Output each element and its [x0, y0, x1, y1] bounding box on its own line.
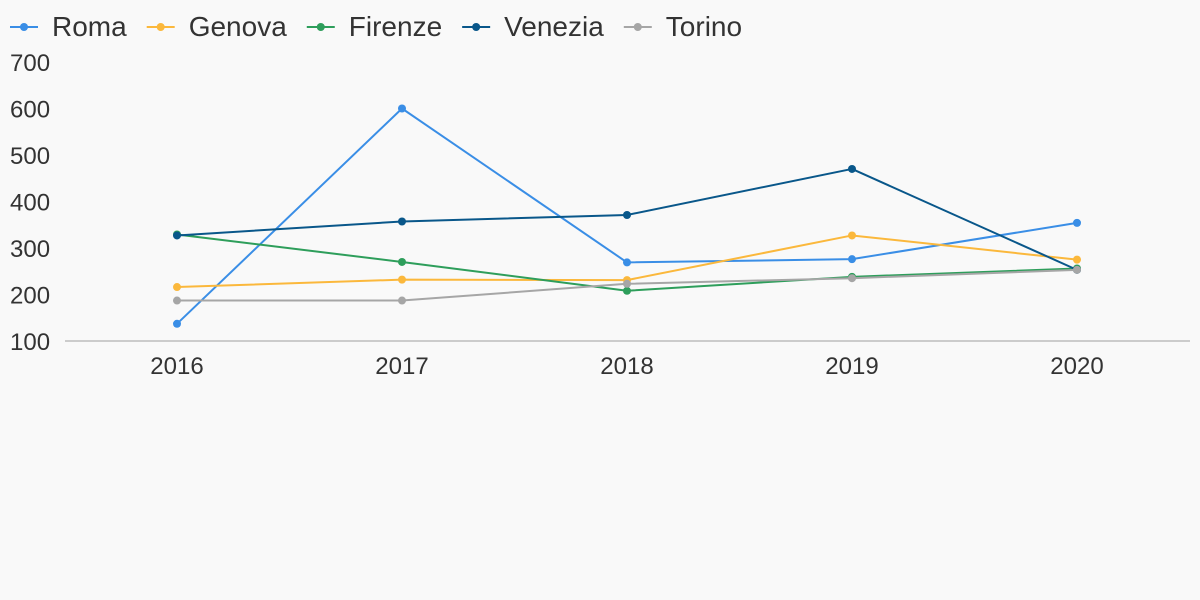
y-tick-label: 400 [10, 190, 50, 217]
x-tick-label: 2019 [825, 353, 878, 380]
data-point-roma[interactable] [173, 319, 181, 328]
data-point-genova[interactable] [1073, 255, 1081, 264]
legend-item-firenze[interactable]: Firenze [306, 11, 442, 42]
x-tick-label: 2018 [600, 353, 653, 380]
legend-label: Genova [189, 11, 287, 42]
y-tick-label: 700 [10, 50, 50, 77]
data-point-torino[interactable] [1073, 265, 1081, 274]
data-point-firenze[interactable] [398, 257, 406, 266]
legend-label: Torino [666, 11, 742, 42]
legend-item-roma[interactable]: Roma [10, 11, 127, 42]
data-point-torino[interactable] [848, 274, 856, 283]
legend-label: Firenze [349, 11, 442, 42]
legend-label: Roma [52, 11, 127, 42]
data-point-firenze[interactable] [623, 286, 631, 295]
y-tick-label: 200 [10, 283, 50, 310]
data-point-genova[interactable] [398, 275, 406, 284]
legend-swatch-marker [633, 23, 642, 31]
y-tick-label: 500 [10, 143, 50, 170]
data-point-roma[interactable] [398, 104, 406, 113]
x-axis: 2016 2017 2018 2019 2020 [150, 353, 1103, 380]
data-point-roma[interactable] [1073, 218, 1081, 227]
legend-swatch-marker [156, 23, 165, 31]
data-point-venezia[interactable] [848, 164, 856, 173]
data-point-roma[interactable] [848, 255, 856, 264]
data-point-roma[interactable] [623, 258, 631, 267]
series-layer [173, 104, 1081, 328]
series-venezia [173, 164, 1081, 274]
legend-item-torino[interactable]: Torino [623, 11, 742, 42]
legend-item-genova[interactable]: Genova [146, 11, 287, 42]
y-tick-label: 600 [10, 97, 50, 124]
x-tick-label: 2020 [1050, 353, 1103, 380]
legend-label: Venezia [504, 11, 604, 42]
series-torino [173, 265, 1081, 305]
data-point-venezia[interactable] [173, 231, 181, 240]
data-point-venezia[interactable] [398, 217, 406, 226]
y-axis: 700 600 500 400 300 200 100 [10, 50, 50, 356]
y-tick-label: 300 [10, 236, 50, 263]
legend-item-venezia[interactable]: Venezia [462, 11, 604, 42]
legend-swatch-marker [472, 23, 481, 31]
series-roma [173, 104, 1081, 328]
x-tick-label: 2017 [375, 353, 428, 380]
data-point-genova[interactable] [173, 283, 181, 292]
legend-swatch-marker [316, 23, 325, 31]
data-point-torino[interactable] [623, 279, 631, 288]
data-point-torino[interactable] [173, 296, 181, 305]
data-point-torino[interactable] [398, 296, 406, 305]
data-point-venezia[interactable] [623, 210, 631, 219]
legend: Roma Genova Firenze Venezia Torino [10, 11, 742, 42]
legend-swatch-marker [20, 23, 28, 31]
data-point-genova[interactable] [848, 231, 856, 240]
x-tick-label: 2016 [150, 353, 203, 380]
y-tick-label: 100 [10, 329, 50, 356]
series-line-venezia [176, 167, 1078, 271]
